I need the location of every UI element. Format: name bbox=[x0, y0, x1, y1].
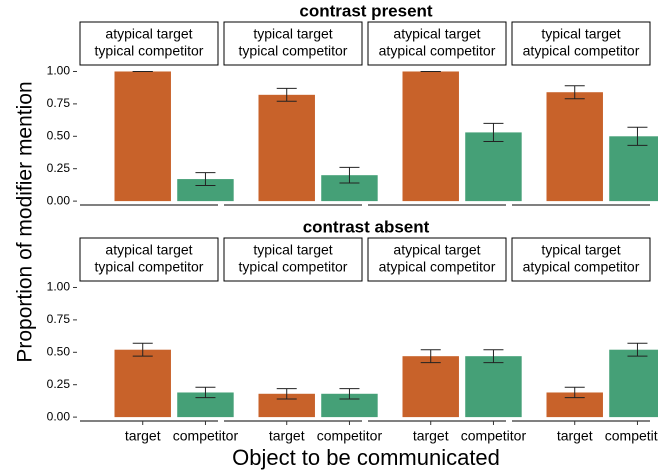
x-tick-label: target bbox=[413, 428, 449, 444]
x-axis-title: Object to be communicated bbox=[232, 445, 500, 470]
strip-label: typical competitor bbox=[95, 43, 204, 59]
row-title: contrast present bbox=[299, 1, 433, 20]
strip-label: typical competitor bbox=[239, 259, 348, 275]
strip bbox=[367, 21, 507, 66]
y-tick-label: 0.00 bbox=[47, 193, 71, 207]
y-tick-label: 0.75 bbox=[47, 312, 71, 326]
strip-label: typical target bbox=[253, 242, 332, 258]
bar bbox=[402, 71, 459, 202]
bar bbox=[258, 393, 315, 418]
strip-label: atypical target bbox=[393, 242, 480, 258]
bar bbox=[321, 393, 378, 418]
x-tick-label: competitor bbox=[317, 428, 383, 444]
strip-label: atypical competitor bbox=[379, 43, 496, 59]
y-axis-title: Proportion of modifier mention bbox=[14, 81, 37, 362]
bar bbox=[609, 136, 658, 202]
strip bbox=[511, 21, 651, 66]
strip bbox=[223, 21, 363, 66]
strip-label: typical competitor bbox=[239, 43, 348, 59]
x-tick-label: target bbox=[269, 428, 305, 444]
strip bbox=[79, 21, 219, 66]
bar bbox=[177, 179, 234, 202]
y-tick-label: 1.00 bbox=[47, 64, 71, 78]
row-title: contrast absent bbox=[303, 217, 430, 236]
strip bbox=[223, 237, 363, 282]
y-tick-label: 0.25 bbox=[47, 377, 71, 391]
strip-label: atypical competitor bbox=[379, 259, 496, 275]
strip-label: atypical target bbox=[105, 26, 192, 42]
bar bbox=[465, 356, 522, 418]
y-tick-label: 1.00 bbox=[47, 280, 71, 294]
strip-label: typical target bbox=[253, 26, 332, 42]
bar bbox=[114, 71, 171, 202]
strip-label: typical target bbox=[541, 242, 620, 258]
strip bbox=[367, 237, 507, 282]
bar bbox=[465, 132, 522, 202]
x-tick-label: target bbox=[125, 428, 161, 444]
x-tick-label: target bbox=[557, 428, 593, 444]
x-tick-label: competitor bbox=[173, 428, 239, 444]
x-tick-label: competitor bbox=[461, 428, 527, 444]
bar bbox=[402, 356, 459, 418]
y-tick-label: 0.75 bbox=[47, 96, 71, 110]
y-tick-label: 0.25 bbox=[47, 161, 71, 175]
strip-label: atypical target bbox=[105, 242, 192, 258]
y-tick-label: 0.00 bbox=[47, 409, 71, 423]
strip bbox=[79, 237, 219, 282]
strip-label: atypical competitor bbox=[523, 259, 640, 275]
bar bbox=[609, 349, 658, 418]
bar bbox=[114, 349, 171, 418]
strip-label: atypical competitor bbox=[523, 43, 640, 59]
bar bbox=[258, 94, 315, 202]
bar bbox=[546, 92, 603, 202]
y-tick-label: 0.50 bbox=[47, 344, 71, 358]
strip bbox=[511, 237, 651, 282]
strip-label: typical target bbox=[541, 26, 620, 42]
strip-label: atypical target bbox=[393, 26, 480, 42]
strip-label: typical competitor bbox=[95, 259, 204, 275]
x-tick-label: competitor bbox=[605, 428, 658, 444]
y-tick-label: 0.50 bbox=[47, 128, 71, 142]
